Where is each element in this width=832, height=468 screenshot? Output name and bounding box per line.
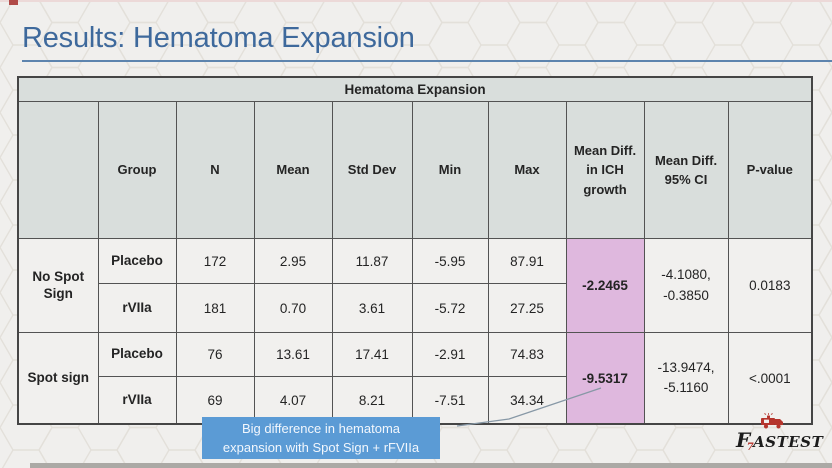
bottom-shadow-bar xyxy=(30,463,832,468)
callout-box: Big difference in hematoma expansion wit… xyxy=(202,417,440,459)
page-title: Results: Hematoma Expansion xyxy=(22,22,415,54)
stddev-cell: 3.61 xyxy=(331,283,413,333)
row-label-no-spot-sign: No Spot Sign xyxy=(17,238,99,333)
max-cell: 34.34 xyxy=(487,376,567,425)
red-corner-mark xyxy=(9,0,18,5)
table-row: No Spot Sign Placebo 172 2.95 11.87 -5.9… xyxy=(17,238,813,333)
column-header-stddev: Std Dev xyxy=(331,101,413,239)
pvalue-cell: <.0001 xyxy=(727,332,813,425)
column-header-max: Max xyxy=(487,101,567,239)
top-edge-strip xyxy=(0,0,832,2)
callout-text-line2: expansion with Spot Sign + rFVIIa xyxy=(222,440,420,455)
n-cell: 69 xyxy=(175,376,255,425)
logo-text: F7ASTEST xyxy=(736,428,823,453)
table-header-row: Group N Mean Std Dev Min Max Mean Diff. … xyxy=(17,101,813,239)
stddev-cell: 17.41 xyxy=(331,332,413,377)
group-cell: Placebo xyxy=(97,238,177,284)
column-header-mean: Mean xyxy=(253,101,333,239)
n-cell: 181 xyxy=(175,283,255,333)
group-cell: rVIIa xyxy=(97,376,177,425)
column-header-group: Group xyxy=(97,101,177,239)
ambulance-icon xyxy=(761,413,783,429)
mean-cell: 4.07 xyxy=(253,376,333,425)
pvalue-cell: 0.0183 xyxy=(727,238,813,333)
title-underline xyxy=(22,60,832,62)
ci-cell: -4.1080, -0.3850 xyxy=(643,238,729,333)
column-header-pvalue: P-value xyxy=(727,101,813,239)
column-header-ci: Mean Diff. 95% CI xyxy=(643,101,729,239)
mean-diff-highlight-cell: -9.5317 xyxy=(565,332,645,425)
stddev-cell: 11.87 xyxy=(331,238,413,284)
logo-rest: ASTEST xyxy=(753,433,824,451)
column-header-mean-diff: Mean Diff. in ICH growth xyxy=(565,101,645,239)
ci-cell: -13.9474, -5.1160 xyxy=(643,332,729,425)
min-cell: -2.91 xyxy=(411,332,489,377)
logo-digit-7: 7 xyxy=(746,442,755,453)
mean-cell: 13.61 xyxy=(253,332,333,377)
column-header-n: N xyxy=(175,101,255,239)
callout-text-line1: Big difference in hematoma xyxy=(241,420,401,436)
group-cell: Placebo xyxy=(97,332,177,377)
mean-cell: 2.95 xyxy=(253,238,333,284)
max-cell: 74.83 xyxy=(487,332,567,377)
logo-letter-f: F xyxy=(736,428,751,452)
mean-diff-highlight-cell: -2.2465 xyxy=(565,238,645,333)
max-cell: 27.25 xyxy=(487,283,567,333)
row-label-spot-sign: Spot sign xyxy=(17,332,99,425)
min-cell: -5.95 xyxy=(411,238,489,284)
table-caption-row: Hematoma Expansion xyxy=(17,76,813,102)
n-cell: 76 xyxy=(175,332,255,377)
table-row: Spot sign Placebo 76 13.61 17.41 -2.91 7… xyxy=(17,332,813,425)
max-cell: 87.91 xyxy=(487,238,567,284)
column-header-blank xyxy=(17,101,99,239)
min-cell: -5.72 xyxy=(411,283,489,333)
table-row: rVIIa 181 0.70 3.61 -5.72 27.25 xyxy=(18,283,812,333)
column-header-min: Min xyxy=(411,101,489,239)
table-caption: Hematoma Expansion xyxy=(17,76,813,102)
hematoma-expansion-table: Hematoma Expansion Group N Mean Std Dev … xyxy=(17,76,814,425)
group-cell: rVIIa xyxy=(97,283,177,333)
mean-cell: 0.70 xyxy=(253,283,333,333)
n-cell: 172 xyxy=(175,238,255,284)
stddev-cell: 8.21 xyxy=(331,376,413,425)
fastest-logo: F7ASTEST xyxy=(736,413,823,453)
